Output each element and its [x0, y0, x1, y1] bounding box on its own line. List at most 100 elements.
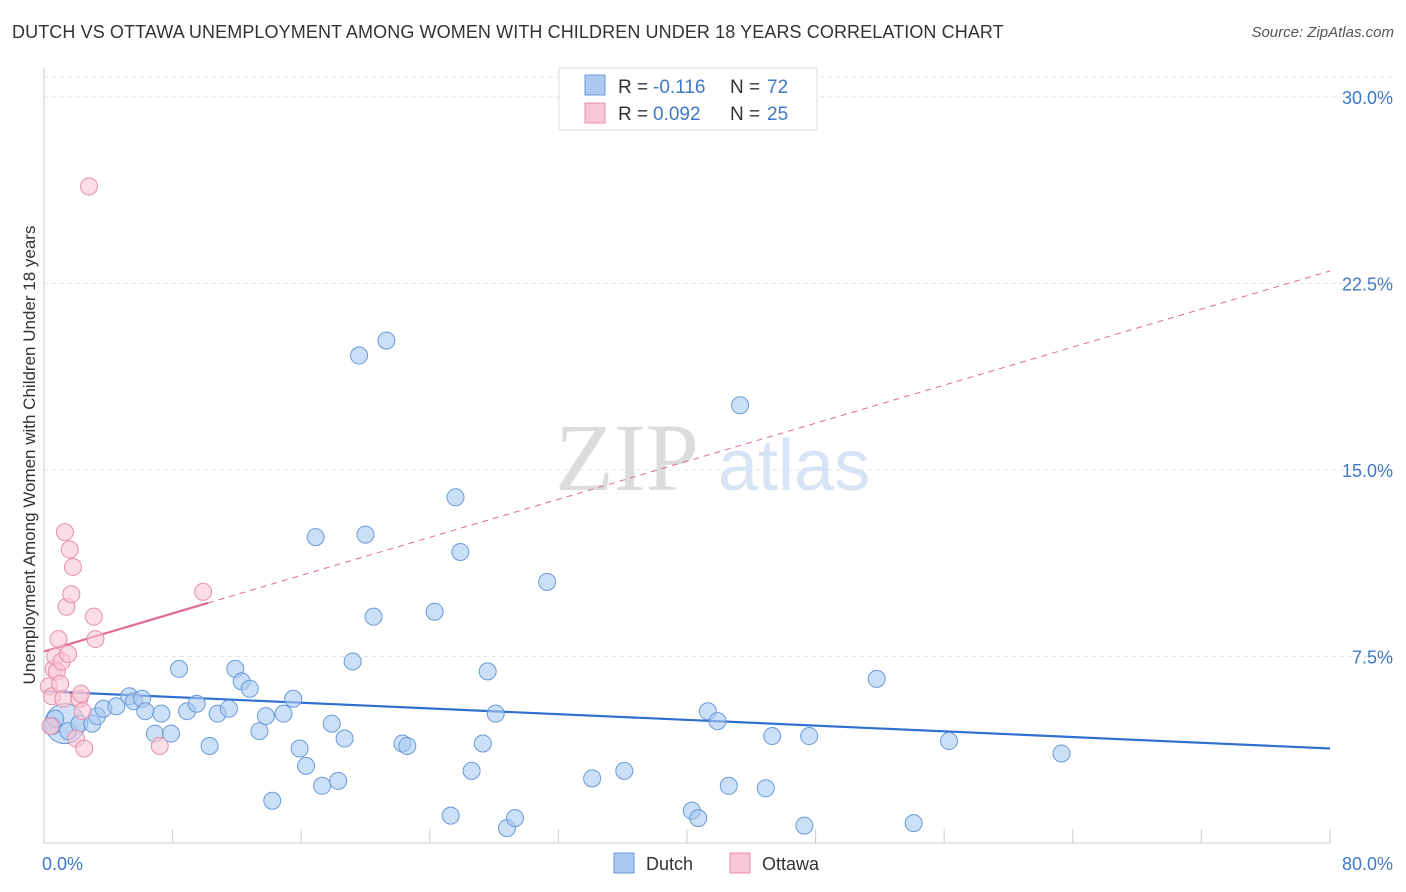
ottawa-point-21: [80, 177, 99, 196]
y-tick-label-2: 22.5%: [1342, 274, 1393, 294]
dutch-point-62: [756, 779, 775, 798]
dutch-point-35: [335, 729, 354, 748]
ottawa-point-25: [194, 582, 213, 601]
dutch-point-45: [446, 488, 465, 507]
dutch-point-17: [187, 694, 206, 713]
watermark: ZIP atlas: [555, 404, 870, 511]
dutch-point-67: [904, 814, 923, 833]
ottawa-point-24: [150, 737, 169, 756]
ottawa-point-7: [51, 674, 70, 693]
axes: [43, 68, 1331, 844]
dutch-point-29: [290, 739, 309, 758]
bottom-legend: Dutch Ottawa: [613, 852, 820, 874]
y-tick-label-1: 15.0%: [1342, 461, 1393, 481]
dutch-point-39: [364, 607, 383, 626]
dutch-point-14: [161, 724, 180, 743]
dutch-point-59: [708, 712, 727, 731]
dutch-point-31: [306, 528, 325, 547]
dutch-point-61: [731, 396, 750, 415]
x-tick-labels: 0.0% 80.0%: [42, 854, 1393, 874]
legend: R = -0.116 N = 72 R = 0.092 N = 25: [558, 67, 818, 131]
dutch-point-52: [505, 809, 524, 828]
dutch-point-18: [200, 737, 219, 756]
dutch-point-33: [322, 714, 341, 733]
legend-ottawa-n-value: 25: [767, 104, 788, 125]
dutch-point-42: [398, 737, 417, 756]
dutch-point-66: [867, 669, 886, 688]
ottawa-point-6: [49, 630, 68, 649]
bottom-legend-swatch-dutch: [613, 852, 635, 874]
ottawa-point-14: [62, 585, 81, 604]
y-tick-label-0: 7.5%: [1352, 647, 1393, 667]
dutch-point-15: [170, 659, 189, 678]
dutch-point-32: [313, 776, 332, 795]
dutch-point-44: [441, 806, 460, 825]
dutch-point-68: [940, 732, 959, 751]
dutch-point-34: [329, 771, 348, 790]
legend-dutch-r-value: -0.116: [653, 77, 705, 98]
dutch-point-20: [219, 699, 238, 718]
ottawa-point-9: [54, 689, 73, 708]
legend-dutch-n-value: 72: [767, 77, 788, 98]
trend-line-ottawa: [43, 601, 209, 653]
dutch-point-63: [763, 727, 782, 746]
dutch-point-64: [795, 816, 814, 835]
dutch-point-43: [425, 602, 444, 621]
trend-line-dutch: [43, 690, 1331, 750]
x-tick-label-0: 0.0%: [42, 854, 83, 874]
dutch-point-60: [719, 776, 738, 795]
legend-swatch-dutch: [584, 74, 606, 96]
dutch-point-25: [256, 707, 275, 726]
dutch-point-24: [250, 722, 269, 741]
dutch-point-7: [107, 697, 126, 716]
dutch-point-65: [800, 727, 819, 746]
dutch-point-38: [356, 525, 375, 544]
dutch-point-26: [263, 791, 282, 810]
bottom-legend-dutch: Dutch: [646, 854, 693, 874]
legend-ottawa-r-value: 0.092: [653, 104, 701, 125]
ottawa-point-12: [59, 644, 78, 663]
ottawa-point-13: [60, 540, 79, 559]
bottom-legend-swatch-ottawa: [729, 852, 751, 874]
ottawa-point-1: [41, 717, 60, 736]
dutch-point-37: [350, 346, 369, 365]
legend-ottawa-r-label: R =: [618, 104, 648, 125]
dutch-point-11: [136, 702, 155, 721]
dutch-point-36: [343, 652, 362, 671]
y-tick-label-3: 30.0%: [1342, 88, 1393, 108]
source-label: Source: ZipAtlas.com: [1251, 24, 1394, 41]
watermark-atlas: atlas: [718, 426, 870, 506]
dutch-point-23: [240, 679, 259, 698]
trend-lines: [43, 270, 1331, 750]
legend-dutch-n-label: N =: [730, 77, 760, 98]
dutch-point-13: [152, 704, 171, 723]
ottawa-point-10: [55, 523, 74, 542]
dutch-point-50: [486, 704, 505, 723]
dutch-point-57: [689, 809, 708, 828]
ottawa-point-19: [73, 702, 92, 721]
bottom-legend-ottawa: Ottawa: [762, 854, 820, 874]
dutch-point-40: [377, 331, 396, 350]
legend-swatch-ottawa: [584, 102, 606, 124]
dutch-point-30: [297, 756, 316, 775]
y-tick-labels: 7.5% 15.0% 22.5% 30.0%: [1342, 88, 1393, 668]
data-points: [39, 177, 1071, 838]
ottawa-point-18: [71, 684, 90, 703]
x-tick-label-1: 80.0%: [1342, 854, 1393, 874]
trend-line-ottawa-dashed: [207, 270, 1331, 604]
chart-title: DUTCH VS OTTAWA UNEMPLOYMENT AMONG WOMEN…: [12, 22, 1004, 42]
dutch-point-55: [615, 761, 634, 780]
dutch-point-47: [462, 761, 481, 780]
dutch-point-53: [538, 572, 557, 591]
dutch-point-28: [284, 689, 303, 708]
dutch-point-27: [274, 704, 293, 723]
legend-ottawa-n-label: N =: [730, 104, 760, 125]
dutch-point-69: [1052, 744, 1071, 763]
ottawa-point-20: [75, 739, 94, 758]
dutch-point-54: [583, 769, 602, 788]
dutch-point-48: [473, 734, 492, 753]
legend-dutch-r-label: R =: [618, 77, 648, 98]
dutch-point-49: [478, 662, 497, 681]
ottawa-point-15: [63, 557, 82, 576]
